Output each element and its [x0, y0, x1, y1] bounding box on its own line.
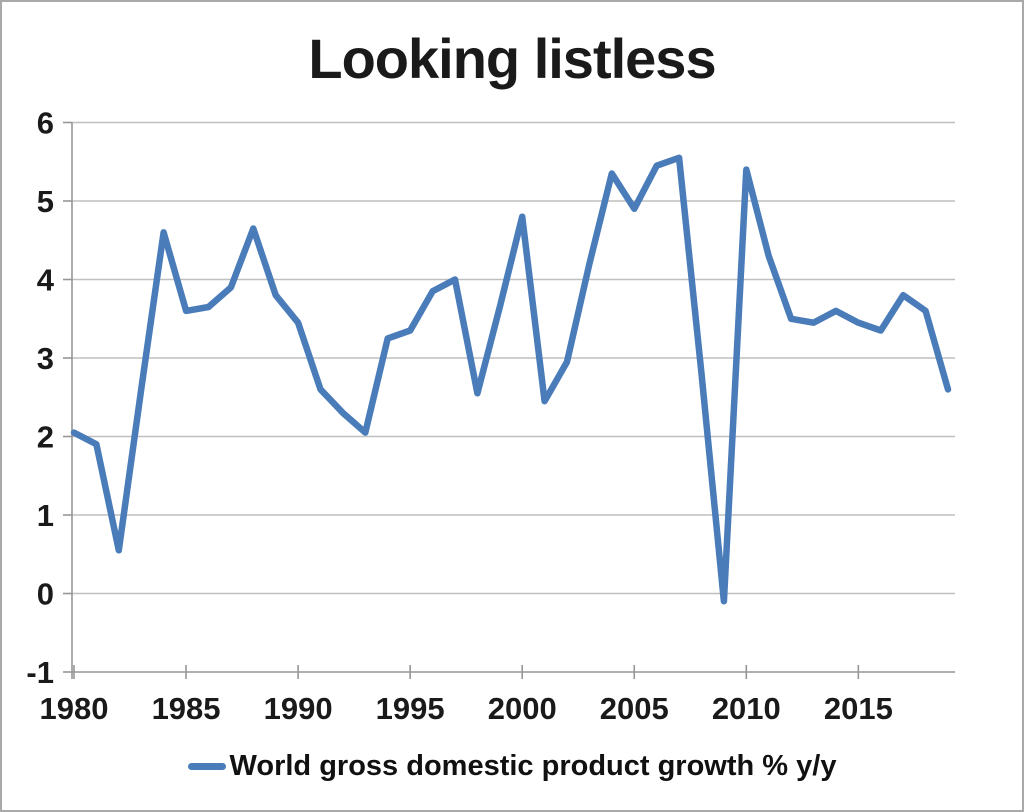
x-tick-label: 2005: [600, 691, 669, 726]
x-tick-label: 2015: [824, 691, 893, 726]
legend-line-swatch: [187, 763, 226, 770]
y-tick-label: -1: [26, 655, 54, 690]
x-tick-label: 1985: [152, 691, 221, 726]
x-tick-label: 1990: [264, 691, 333, 726]
y-tick-label: 4: [37, 263, 55, 298]
x-tick-label: 1980: [40, 691, 109, 726]
legend: World gross domestic product growth % y/…: [2, 750, 1022, 783]
y-tick-label: 6: [37, 106, 54, 141]
y-tick-label: 3: [37, 341, 54, 376]
x-tick-label: 1995: [376, 691, 445, 726]
y-tick-label: 5: [37, 184, 54, 219]
legend-label: World gross domestic product growth % y/…: [229, 750, 837, 782]
y-tick-label: 1: [37, 498, 54, 533]
x-tick-label: 2010: [712, 691, 781, 726]
y-tick-label: 2: [37, 420, 54, 455]
chart-title: Looking listless: [308, 27, 716, 90]
y-tick-label: 0: [37, 577, 54, 612]
x-tick-label: 2000: [488, 691, 557, 726]
series-line: [70, 154, 952, 605]
